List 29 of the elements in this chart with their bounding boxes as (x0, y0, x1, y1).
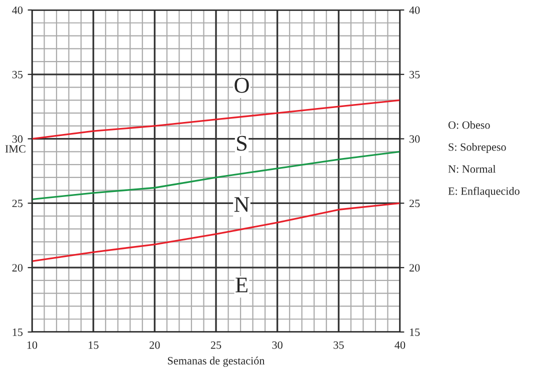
x-tick-label: 40 (394, 341, 406, 349)
y2-tick-label: 25 (410, 200, 420, 208)
y-tick-label: 35 (12, 70, 23, 78)
y2-tick-label: 30 (410, 135, 420, 143)
x-tick-label: 20 (150, 341, 160, 349)
x-tick-label: 35 (334, 341, 344, 349)
text: O: Obeso (448, 120, 490, 129)
y-tick-label: 15 (12, 328, 23, 336)
y-tick-label: 25 (12, 200, 23, 208)
y2-tick-label: 20 (410, 264, 420, 272)
x-axis-title: Semanas de gestación (168, 356, 265, 367)
annotation: N (234, 197, 250, 212)
y2-tick-label: 40 (409, 6, 420, 14)
y-tick-label: 30 (12, 135, 23, 143)
y2-tick-label: 35 (410, 70, 420, 78)
x-tick-label: 25 (210, 341, 222, 349)
text: E: Enflaquecido (448, 186, 520, 198)
y2-tick-label: 15 (410, 328, 420, 336)
x-tick-label: 15 (88, 341, 98, 349)
text: N: Normal (448, 164, 496, 173)
text: S: Sobrepeso (448, 142, 506, 154)
y-tick-label: 40 (12, 6, 23, 14)
y-tick-label: 20 (12, 264, 23, 272)
x-tick-label: 10 (27, 341, 38, 349)
annotation: O (234, 78, 249, 93)
x-tick-label: 30 (272, 341, 282, 349)
annotation: S (237, 136, 247, 151)
y-axis-title: IMC (5, 145, 26, 153)
annotation: E (236, 278, 248, 292)
